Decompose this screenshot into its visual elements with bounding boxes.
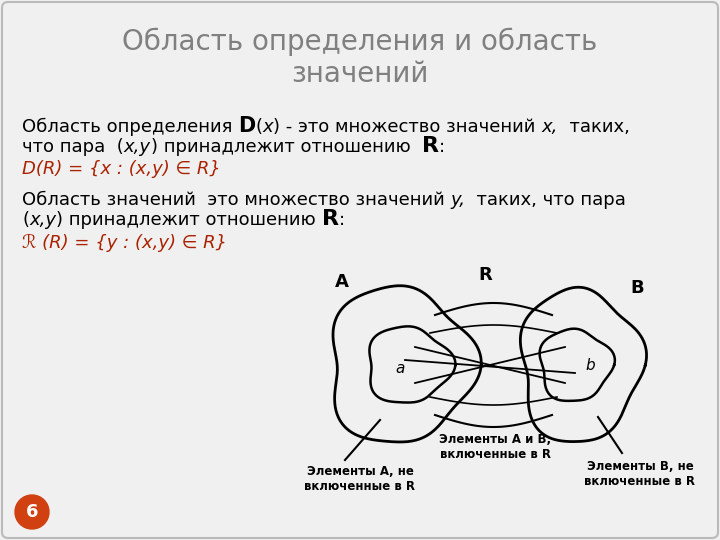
Text: Элементы А и В,
включенные в R: Элементы А и В, включенные в R xyxy=(439,433,551,461)
Text: что пара  (: что пара ( xyxy=(22,138,124,156)
Text: y,: y, xyxy=(451,191,466,209)
Text: :: : xyxy=(439,138,445,156)
Text: x,: x, xyxy=(541,118,557,136)
Text: A: A xyxy=(335,273,349,291)
Text: ) принадлежит отношению: ) принадлежит отношению xyxy=(150,138,422,156)
Text: x,y: x,y xyxy=(124,138,150,156)
Text: B: B xyxy=(630,279,644,297)
Text: Элементы А, не
включенные в R: Элементы А, не включенные в R xyxy=(305,465,415,493)
Text: ℛ (R) = {y : (x,y) ∈ R}: ℛ (R) = {y : (x,y) ∈ R} xyxy=(22,234,227,252)
Text: Область определения: Область определения xyxy=(22,118,238,136)
Text: таких, что пара: таких, что пара xyxy=(466,191,626,209)
Text: ) принадлежит отношению: ) принадлежит отношению xyxy=(56,211,322,229)
Text: D(R) = {x : (x,y) ∈ R}: D(R) = {x : (x,y) ∈ R} xyxy=(22,160,221,178)
Text: ): ) xyxy=(273,118,280,136)
Text: R: R xyxy=(478,266,492,284)
Text: (: ( xyxy=(22,211,29,229)
Text: Область определения и область
значений: Область определения и область значений xyxy=(122,28,598,89)
Text: D: D xyxy=(238,116,256,136)
Text: R: R xyxy=(422,136,439,156)
Circle shape xyxy=(15,495,49,529)
Text: x: x xyxy=(262,118,273,136)
Text: :: : xyxy=(338,211,345,229)
Text: x,y: x,y xyxy=(29,211,56,229)
Text: b: b xyxy=(585,358,595,373)
Text: R: R xyxy=(322,209,338,229)
Text: 6: 6 xyxy=(26,503,38,521)
Text: a: a xyxy=(395,361,405,376)
Text: Область значений  это множество значений: Область значений это множество значений xyxy=(22,191,451,209)
Text: - это множество значений: - это множество значений xyxy=(280,118,541,136)
Text: (: ( xyxy=(256,118,262,136)
Text: таких,: таких, xyxy=(557,118,629,136)
Text: Элементы В, не
включенные в R: Элементы В, не включенные в R xyxy=(585,460,696,488)
